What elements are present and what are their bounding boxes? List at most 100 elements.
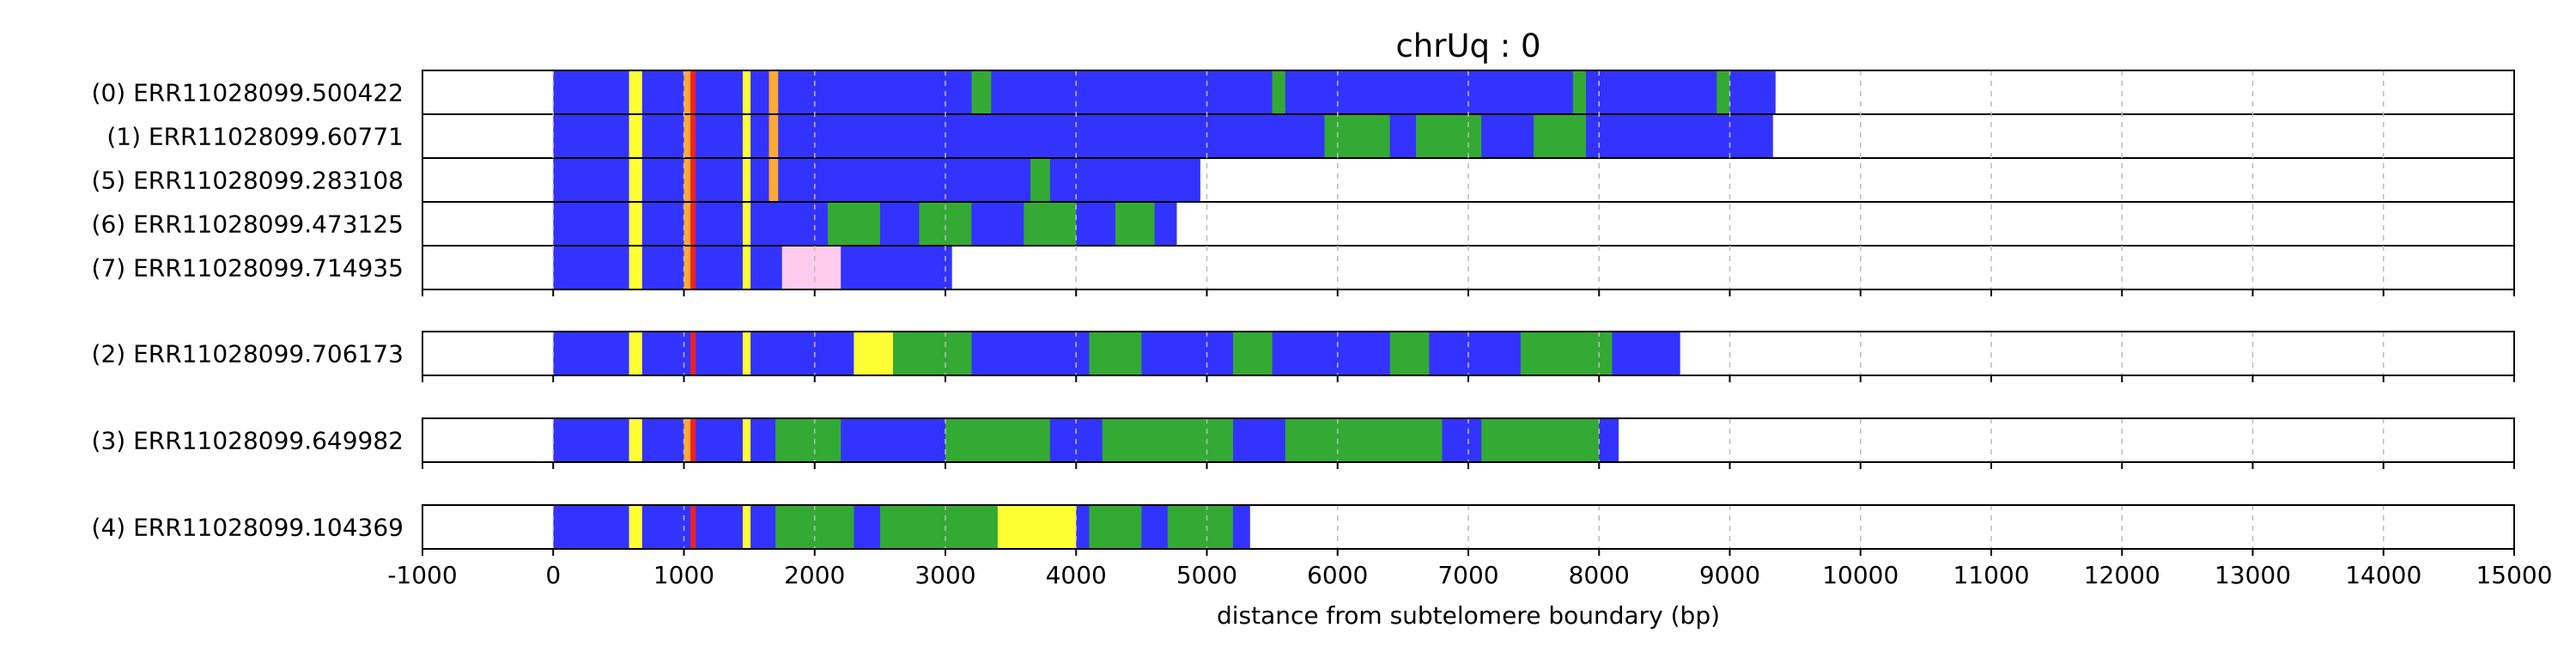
chart-title: chrUq : 0 bbox=[1395, 27, 1540, 64]
x-tick-label: 11000 bbox=[1953, 561, 2029, 589]
row-label: (1) ERR11028099.60771 bbox=[106, 123, 404, 151]
segment-yellow bbox=[629, 419, 642, 461]
segment-green bbox=[945, 419, 1050, 461]
x-tick-label: 8000 bbox=[1569, 561, 1630, 589]
panel-2: (3) ERR11028099.649982 bbox=[92, 417, 2515, 469]
segment-green bbox=[1520, 332, 1613, 375]
x-tick-label: 13000 bbox=[2215, 561, 2291, 589]
read-row bbox=[553, 71, 1776, 113]
x-tick-label: 5000 bbox=[1176, 561, 1237, 589]
read-row bbox=[553, 159, 1200, 201]
segment-blue bbox=[553, 115, 1773, 157]
read-row bbox=[553, 203, 1177, 245]
segment-green bbox=[1102, 419, 1233, 461]
panel-3: (4) ERR11028099.104369 bbox=[92, 504, 2515, 556]
x-tick-label: 15000 bbox=[2476, 561, 2552, 589]
segment-green bbox=[1572, 71, 1586, 113]
read-row bbox=[553, 115, 1773, 157]
segment-green bbox=[775, 419, 841, 461]
segment-orange bbox=[769, 159, 779, 201]
segment-yellow bbox=[743, 203, 751, 245]
x-tick-label: -1000 bbox=[387, 561, 457, 589]
segment-green bbox=[1233, 332, 1273, 375]
x-tick-label: 2000 bbox=[784, 561, 845, 589]
segment-pink bbox=[781, 247, 841, 289]
x-tick-label: 1000 bbox=[653, 561, 714, 589]
segment-green bbox=[1285, 419, 1443, 461]
row-label: (7) ERR11028099.714935 bbox=[92, 254, 404, 283]
segment-green bbox=[1089, 506, 1142, 548]
panel-0: (0) ERR11028099.500422 (1) ERR11028099.60… bbox=[92, 70, 2515, 296]
x-tick-label: 4000 bbox=[1046, 561, 1107, 589]
segment-green bbox=[1389, 332, 1430, 375]
segment-yellow bbox=[629, 71, 642, 113]
segment-green bbox=[893, 332, 972, 375]
segment-yellow bbox=[743, 71, 751, 113]
segment-red bbox=[690, 247, 696, 289]
segment-orange bbox=[769, 71, 779, 113]
segment-yellow bbox=[629, 332, 642, 375]
segment-yellow bbox=[629, 203, 642, 245]
row-label: (5) ERR11028099.283108 bbox=[92, 167, 404, 195]
x-tick-label: 10000 bbox=[1822, 561, 1899, 589]
segment-yellow bbox=[997, 506, 1077, 548]
row-label: (3) ERR11028099.649982 bbox=[92, 427, 404, 455]
segment-green bbox=[1024, 203, 1077, 245]
segment-blue bbox=[553, 71, 1776, 113]
x-tick-label: 9000 bbox=[1699, 561, 1760, 589]
row-label: (6) ERR11028099.473125 bbox=[92, 210, 404, 239]
segment-green bbox=[1481, 419, 1600, 461]
segment-yellow bbox=[743, 115, 751, 157]
segment-yellow bbox=[629, 115, 642, 157]
segment-yellow bbox=[743, 247, 751, 289]
segment-green bbox=[971, 71, 992, 113]
segment-red bbox=[690, 332, 696, 375]
read-row bbox=[553, 419, 1619, 461]
segment-yellow bbox=[629, 247, 642, 289]
x-tick-label: 3000 bbox=[914, 561, 975, 589]
segment-blue bbox=[553, 247, 952, 289]
segment-green bbox=[1167, 506, 1233, 548]
segment-blue bbox=[553, 159, 1200, 201]
row-label: (2) ERR11028099.706173 bbox=[92, 340, 404, 369]
x-tick-label: 14000 bbox=[2345, 561, 2421, 589]
segment-yellow bbox=[743, 419, 751, 461]
segment-red bbox=[690, 115, 696, 157]
panel-1: (2) ERR11028099.706173 bbox=[92, 331, 2515, 382]
segment-yellow bbox=[629, 159, 642, 201]
segment-red bbox=[690, 71, 696, 113]
segment-yellow bbox=[743, 332, 751, 375]
segment-red bbox=[690, 506, 696, 548]
segment-yellow bbox=[743, 506, 751, 548]
x-axis-label: distance from subtelomere boundary (bp) bbox=[1217, 601, 1720, 630]
row-label: (4) ERR11028099.104369 bbox=[92, 514, 404, 542]
read-row bbox=[553, 332, 1680, 375]
segment-blue bbox=[553, 419, 1619, 461]
read-row bbox=[553, 506, 1250, 548]
panels: (0) ERR11028099.500422 (1) ERR11028099.60… bbox=[92, 70, 2553, 589]
segment-green bbox=[1115, 203, 1155, 245]
segment-yellow bbox=[854, 332, 894, 375]
segment-green bbox=[1416, 115, 1482, 157]
x-tick-label: 12000 bbox=[2084, 561, 2160, 589]
x-tick-label: 6000 bbox=[1307, 561, 1368, 589]
segment-green bbox=[828, 203, 880, 245]
segment-yellow bbox=[629, 506, 642, 548]
segment-green bbox=[1534, 115, 1586, 157]
segment-red bbox=[690, 159, 696, 201]
segment-green bbox=[1272, 71, 1285, 113]
segment-green bbox=[1089, 332, 1142, 375]
segment-green bbox=[1716, 71, 1730, 113]
read-row bbox=[553, 247, 952, 289]
x-tick-label: 7000 bbox=[1437, 561, 1498, 589]
x-tick-label: 0 bbox=[545, 561, 561, 589]
segment-red bbox=[690, 203, 696, 245]
segment-yellow bbox=[743, 159, 751, 201]
segment-orange bbox=[769, 115, 779, 157]
segment-green bbox=[1030, 159, 1050, 201]
segment-green bbox=[1324, 115, 1390, 157]
row-label: (0) ERR11028099.500422 bbox=[92, 79, 404, 107]
segment-red bbox=[690, 419, 696, 461]
